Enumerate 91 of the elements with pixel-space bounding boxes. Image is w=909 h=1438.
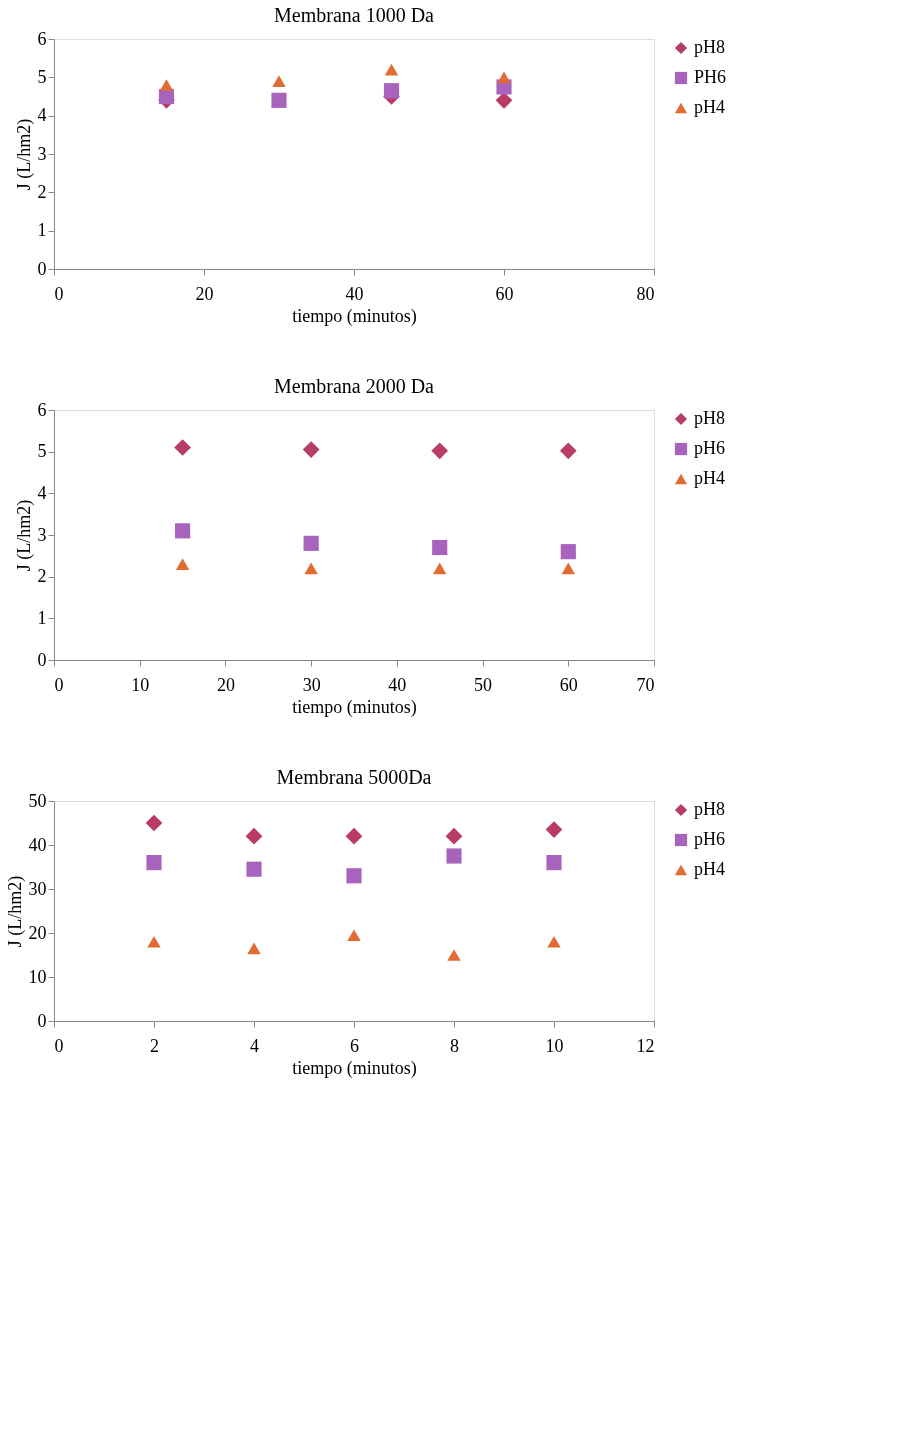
point bbox=[247, 942, 261, 955]
point bbox=[245, 827, 263, 845]
point bbox=[246, 861, 262, 877]
legend-label: pH8 bbox=[694, 37, 725, 57]
x-axis-title: tiempo (minutos) bbox=[292, 305, 417, 327]
point bbox=[271, 92, 287, 108]
y-tick-label: 20 bbox=[28, 922, 47, 943]
y-tick-label: 0 bbox=[37, 1010, 47, 1031]
point bbox=[497, 71, 511, 84]
x-tick-label: 10 bbox=[131, 674, 150, 695]
y-axis-title: J (L/hm2) bbox=[13, 118, 35, 191]
x-tick-label: 4 bbox=[250, 1035, 259, 1056]
point bbox=[175, 558, 190, 570]
chart-title: Membrana 2000 Da bbox=[274, 375, 435, 397]
point bbox=[159, 79, 174, 91]
x-tick-label: 0 bbox=[54, 1035, 64, 1056]
x-tick-label: 20 bbox=[216, 674, 235, 695]
point bbox=[145, 814, 163, 832]
point bbox=[561, 562, 575, 575]
legend-label: pH4 bbox=[694, 468, 725, 488]
point bbox=[174, 439, 191, 456]
x-axis-title: tiempo (minutos) bbox=[292, 696, 417, 718]
x-tick-label: 0 bbox=[54, 283, 64, 304]
x-tick-label: 6 bbox=[350, 1035, 359, 1056]
x-tick-label: 10 bbox=[545, 1035, 564, 1056]
y-tick-label: 2 bbox=[37, 181, 47, 202]
y-tick-label: 1 bbox=[37, 607, 47, 628]
point bbox=[303, 535, 319, 551]
x-tick-label: 8 bbox=[450, 1035, 459, 1056]
x-tick-label: 0 bbox=[54, 674, 64, 695]
legend-label: pH6 bbox=[694, 438, 725, 458]
point bbox=[547, 935, 561, 948]
x-tick-label: 12 bbox=[636, 1035, 655, 1056]
point bbox=[345, 827, 363, 845]
y-tick-label: 0 bbox=[37, 258, 47, 279]
x-tick-label: 30 bbox=[302, 674, 321, 695]
y-tick-label: 2 bbox=[37, 566, 47, 587]
point bbox=[546, 855, 562, 871]
x-tick-label: 2 bbox=[150, 1035, 159, 1056]
point bbox=[445, 827, 463, 845]
y-tick-label: 40 bbox=[28, 834, 47, 855]
y-tick-label: 6 bbox=[37, 28, 47, 49]
point bbox=[174, 523, 191, 539]
y-tick-label: 3 bbox=[37, 524, 47, 545]
y-axis-title: J (L/hm2) bbox=[13, 499, 35, 572]
x-tick-label: 60 bbox=[495, 283, 514, 304]
y-tick-label: 5 bbox=[37, 441, 47, 462]
y-tick-label: 4 bbox=[37, 105, 47, 126]
x-tick-label: 60 bbox=[559, 674, 578, 695]
y-tick-label: 10 bbox=[28, 966, 47, 987]
point bbox=[545, 821, 563, 838]
y-tick-label: 30 bbox=[28, 878, 47, 899]
x-tick-label: 80 bbox=[636, 283, 655, 304]
chart-title: Membrana 5000Da bbox=[276, 766, 432, 788]
legend-label: pH4 bbox=[694, 859, 725, 879]
x-tick-label: 40 bbox=[388, 674, 407, 695]
y-tick-label: 5 bbox=[37, 66, 47, 87]
chart-title: Membrana 1000 Da bbox=[274, 4, 435, 26]
point bbox=[346, 868, 362, 884]
point bbox=[272, 75, 286, 87]
point bbox=[302, 441, 320, 458]
point bbox=[560, 544, 576, 560]
point bbox=[347, 929, 361, 942]
x-tick-label: 70 bbox=[636, 674, 655, 695]
x-tick-label: 40 bbox=[345, 283, 364, 304]
legend-label: pH6 bbox=[694, 829, 725, 849]
y-tick-label: 1 bbox=[37, 220, 47, 241]
x-tick-label: 20 bbox=[195, 283, 214, 304]
legend-label: pH8 bbox=[694, 408, 725, 428]
y-tick-label: 3 bbox=[37, 143, 47, 164]
y-tick-label: 0 bbox=[37, 649, 47, 670]
point bbox=[433, 562, 447, 575]
point bbox=[304, 562, 318, 575]
point bbox=[383, 83, 400, 99]
x-tick-label: 50 bbox=[474, 674, 493, 695]
legend-label: PH6 bbox=[694, 67, 727, 87]
y-tick-label: 50 bbox=[28, 790, 47, 811]
x-axis-title: tiempo (minutos) bbox=[292, 1057, 417, 1079]
point bbox=[447, 949, 461, 961]
legend-label: pH8 bbox=[694, 799, 725, 819]
point bbox=[446, 848, 462, 864]
point bbox=[431, 442, 449, 460]
point bbox=[146, 855, 162, 871]
y-axis-title: J (L/hm2) bbox=[4, 875, 26, 948]
point bbox=[559, 442, 577, 460]
point bbox=[432, 539, 448, 556]
y-tick-label: 4 bbox=[37, 482, 47, 503]
y-tick-label: 6 bbox=[37, 399, 47, 420]
point bbox=[147, 935, 161, 948]
point bbox=[384, 63, 399, 76]
legend-label: pH4 bbox=[694, 97, 725, 117]
